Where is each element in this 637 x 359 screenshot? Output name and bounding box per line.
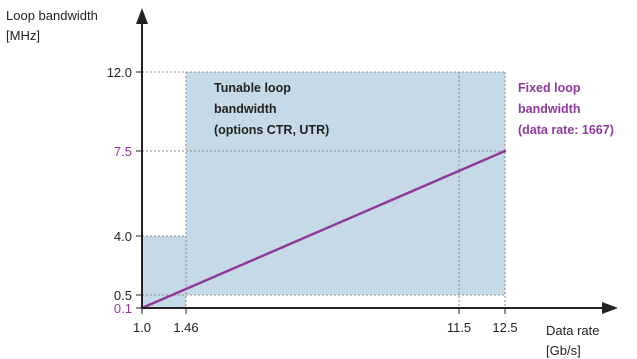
- y-tick-label-0.5: 0.5: [114, 288, 132, 303]
- y-axis-label-line2: [MHz]: [6, 28, 40, 43]
- fixed-label-line3: (data rate: 1667): [518, 123, 614, 137]
- fixed-label-line2: bandwidth: [518, 102, 581, 116]
- grid-layer: [142, 71, 506, 308]
- regions-layer: [142, 72, 505, 308]
- tunable-label-line3: (options CTR, UTR): [214, 123, 329, 137]
- x-axis-label-line2: [Gb/s]: [546, 343, 581, 358]
- fixed-label-line1: Fixed loop: [518, 81, 581, 95]
- x-tick-label-1.46: 1.46: [173, 320, 198, 335]
- y-axis-label-line1: Loop bandwidth: [6, 8, 98, 23]
- series-fixed-loop-line: [140, 149, 507, 310]
- tunable-label-line2: bandwidth: [214, 102, 277, 116]
- series-layer: [140, 149, 507, 310]
- y-tick-label-12.0: 12.0: [107, 65, 132, 80]
- ticks-layer: 0.10.5 4.0 7.5 12.0 1.0 1.46 11.5 12.5: [107, 65, 518, 335]
- y-tick-label-0.1: 0.1: [114, 301, 132, 316]
- y-axis-arrow: [136, 8, 148, 24]
- y-tick-label-4.0: 4.0: [114, 229, 132, 244]
- axes-layer: [136, 8, 618, 314]
- x-tick-label-11.5: 11.5: [447, 320, 471, 335]
- tunable-region: [186, 72, 505, 295]
- x-tick-label-1.0: 1.0: [133, 320, 151, 335]
- low-rate-region: [142, 236, 186, 308]
- x-axis-arrow: [602, 302, 618, 314]
- tunable-label-line1: Tunable loop: [214, 81, 291, 95]
- y-tick-label-7.5: 7.5: [114, 144, 132, 159]
- x-axis-label-line1: Data rate: [546, 323, 599, 338]
- x-tick-label-12.5: 12.5: [492, 320, 517, 335]
